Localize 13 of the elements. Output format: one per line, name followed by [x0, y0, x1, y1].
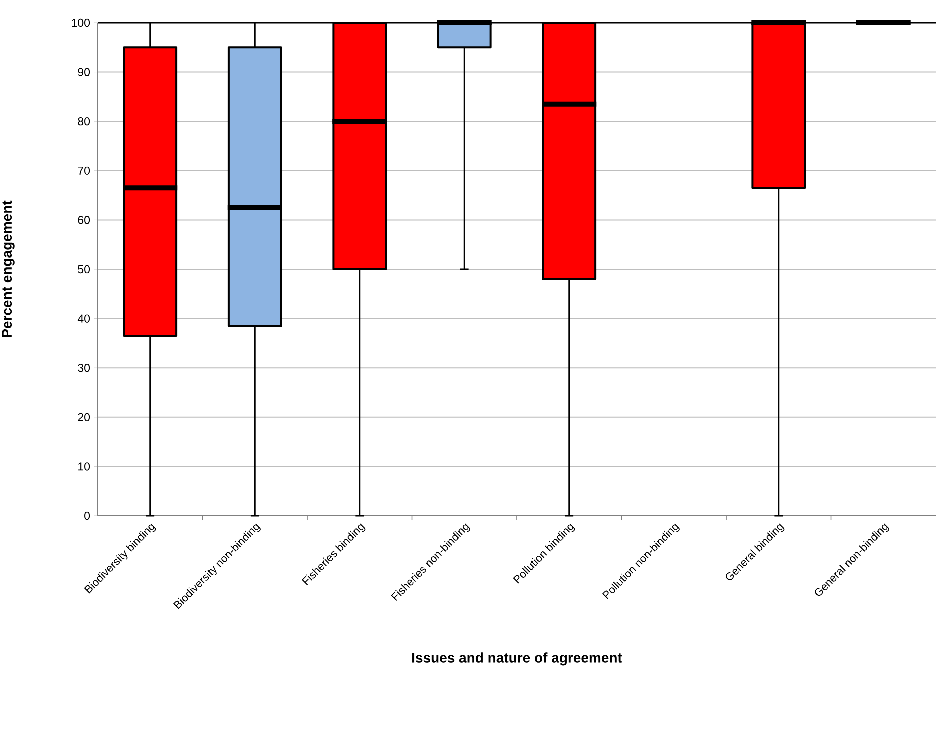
- y-axis-title: Percent engagement: [2, 200, 15, 338]
- x-axis-title: Issues and nature of agreement: [412, 652, 622, 666]
- y-tick-label: 100: [72, 18, 90, 28]
- y-tick-label: 10: [78, 462, 90, 471]
- y-tick-label: 50: [78, 265, 90, 274]
- y-tick-label: 90: [78, 68, 90, 76]
- y-tick-label: 40: [78, 314, 90, 323]
- y-tick-label: 70: [78, 166, 90, 175]
- y-tick-label: 30: [78, 364, 90, 372]
- y-tick-label: 0: [84, 512, 90, 520]
- y-tick-label: 20: [78, 413, 90, 422]
- y-tick-label: 80: [78, 118, 90, 126]
- y-tick-label: 60: [78, 216, 90, 224]
